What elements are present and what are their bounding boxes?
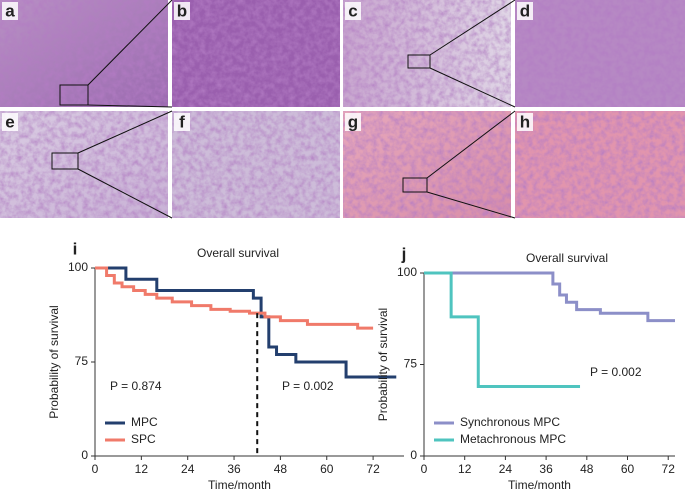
image [0, 111, 168, 218]
panel-letter: h [520, 112, 530, 131]
survival-curve [424, 271, 675, 323]
y-tick-label: 75 [404, 357, 418, 371]
panel-letter: i [73, 239, 78, 258]
annotation: P = 0.002 [590, 365, 642, 379]
letter-bg [345, 2, 361, 20]
histology-images [0, 0, 685, 218]
x-tick-label: 36 [227, 462, 241, 476]
survival-curve [424, 271, 581, 388]
x-tick-label: 72 [366, 462, 380, 476]
chart-title: Overall survival [526, 251, 608, 265]
y-tick-label: 100 [68, 260, 88, 274]
x-tick-label: 12 [458, 462, 472, 476]
x-tick-label: 48 [580, 462, 594, 476]
y-tick-label: 0 [81, 448, 88, 462]
x-axis-label: Time/month [508, 478, 571, 492]
x-tick-label: 72 [662, 462, 676, 476]
legend-label: SPC [131, 432, 156, 446]
x-tick-label: 0 [92, 462, 99, 476]
image [172, 111, 340, 218]
letter-bg [517, 2, 533, 20]
y-tick-label: 100 [397, 265, 417, 279]
annotation: P = 0.874 [110, 379, 162, 393]
x-axis-label: Time/month [208, 478, 271, 492]
panel-letter: g [348, 112, 358, 131]
image [343, 0, 511, 107]
legend-label: Synchronous MPC [460, 415, 560, 429]
annotation: P = 0.002 [282, 379, 334, 393]
x-tick-label: 60 [320, 462, 334, 476]
letter-bg [2, 113, 18, 131]
panel-letter: b [177, 1, 187, 20]
x-tick-label: 12 [135, 462, 149, 476]
panel-letter: e [5, 112, 14, 131]
letter-bg [345, 113, 361, 131]
panel-letter: a [5, 1, 15, 20]
x-tick-label: 24 [499, 462, 513, 476]
y-tick-label: 0 [410, 448, 417, 462]
image [515, 0, 685, 107]
letter-bg [174, 113, 190, 131]
zoom-guides [51, 0, 516, 219]
panel-letter: d [520, 1, 530, 20]
panel-letter: f [179, 112, 185, 131]
letter-bg [174, 2, 190, 20]
survival-curve [95, 266, 397, 379]
image [343, 111, 511, 218]
panel-letter: c [348, 1, 357, 20]
x-tick-label: 60 [621, 462, 635, 476]
image [515, 111, 685, 218]
image [172, 0, 340, 107]
y-axis-label: Probability of survival [47, 305, 61, 418]
x-tick-label: 36 [539, 462, 553, 476]
y-tick-label: 75 [75, 354, 89, 368]
survival-curve [95, 266, 374, 330]
letter-bg [2, 2, 18, 20]
image [0, 0, 168, 107]
y-axis-label: Probability of survival [376, 308, 390, 421]
letter-bg [517, 113, 533, 131]
legend-label: MPC [131, 415, 158, 429]
panel-letter: j [401, 244, 407, 263]
x-tick-label: 48 [274, 462, 288, 476]
x-tick-label: 0 [421, 462, 428, 476]
x-tick-label: 24 [181, 462, 195, 476]
legend-label: Metachronous MPC [460, 432, 566, 446]
chart-title: Overall survival [197, 246, 279, 260]
